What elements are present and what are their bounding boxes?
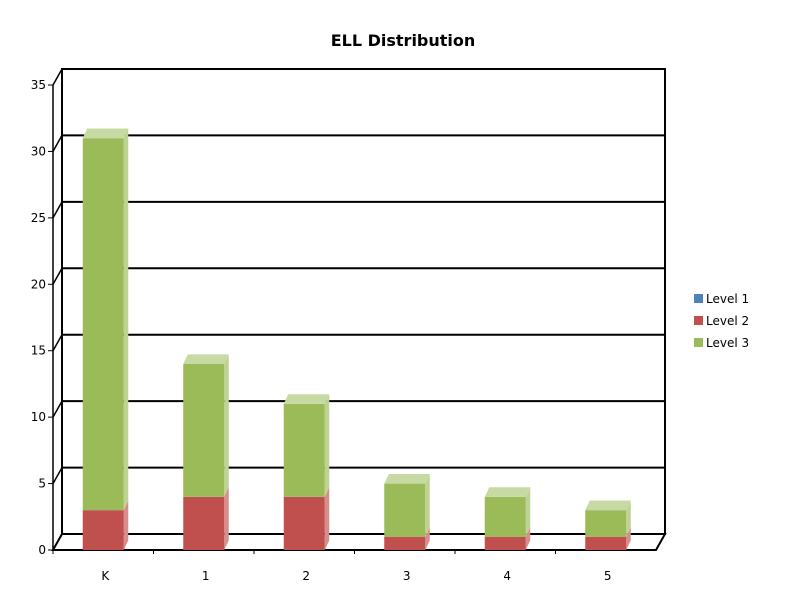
bar-side <box>224 487 229 550</box>
bar-top <box>183 354 229 364</box>
x-tick-label: 4 <box>503 569 511 583</box>
bar-side <box>324 487 330 550</box>
x-tick-label: 3 <box>403 569 411 583</box>
x-tick-label: 2 <box>302 569 310 583</box>
bar <box>384 536 426 550</box>
legend-swatch <box>694 316 703 325</box>
bars <box>82 128 631 550</box>
bar-side <box>525 527 531 550</box>
bar <box>484 536 526 550</box>
legend-swatch <box>694 338 703 347</box>
bar-side <box>626 500 631 537</box>
bar <box>82 138 124 511</box>
gridline-side <box>52 467 63 484</box>
bar-side <box>123 128 129 511</box>
bar-top <box>585 500 631 511</box>
bar <box>384 483 426 537</box>
bar-side <box>525 487 531 537</box>
x-tick-label: 5 <box>604 569 612 583</box>
bar <box>585 510 627 537</box>
gridline-side <box>52 400 63 418</box>
gridline-side <box>52 201 63 219</box>
bar-top <box>484 487 531 497</box>
plot-floor <box>51 533 667 551</box>
gridline-side <box>52 267 63 285</box>
y-tick-label: 30 <box>31 144 46 158</box>
bar-side <box>425 527 430 550</box>
legend-label: Level 2 <box>706 314 749 328</box>
bar <box>585 536 627 550</box>
y-tick-label: 10 <box>31 410 46 424</box>
y-tick-label: 25 <box>31 211 46 225</box>
legend-swatch <box>694 294 703 303</box>
bar <box>484 496 526 537</box>
bar-side <box>425 473 430 537</box>
x-tick-label: K <box>101 569 110 583</box>
bar-side <box>224 354 229 497</box>
y-tick-label: 20 <box>31 277 46 291</box>
gridlines <box>51 68 667 551</box>
legend: Level 1 Level 2 Level 3 <box>694 292 749 350</box>
bar <box>283 496 325 550</box>
bar-side <box>123 500 129 550</box>
axes: 0 5 10 15 20 25 30 35 K 1 2 3 4 5 <box>31 78 612 583</box>
plot-back-wall <box>61 68 666 535</box>
gridline-side <box>52 334 63 352</box>
x-tick-label: 1 <box>202 569 210 583</box>
y-tick-label: 5 <box>38 477 46 491</box>
chart-title: ELL Distribution <box>331 31 476 50</box>
bar <box>283 403 325 497</box>
gridline-side <box>52 68 63 86</box>
legend-label: Level 3 <box>706 336 749 350</box>
legend-label: Level 1 <box>706 292 749 306</box>
bar-top <box>82 128 129 139</box>
gridline-side <box>52 533 63 551</box>
y-tick-label: 15 <box>31 344 46 358</box>
bar-side <box>626 527 631 550</box>
bar-top <box>283 394 330 404</box>
bar <box>183 496 225 550</box>
bar <box>82 510 124 550</box>
bar <box>183 364 225 497</box>
bar-top <box>384 473 430 484</box>
gridline-side <box>52 135 63 152</box>
y-tick-label: 35 <box>31 78 46 92</box>
y-tick-label: 0 <box>38 543 46 557</box>
bar-side <box>324 394 330 497</box>
